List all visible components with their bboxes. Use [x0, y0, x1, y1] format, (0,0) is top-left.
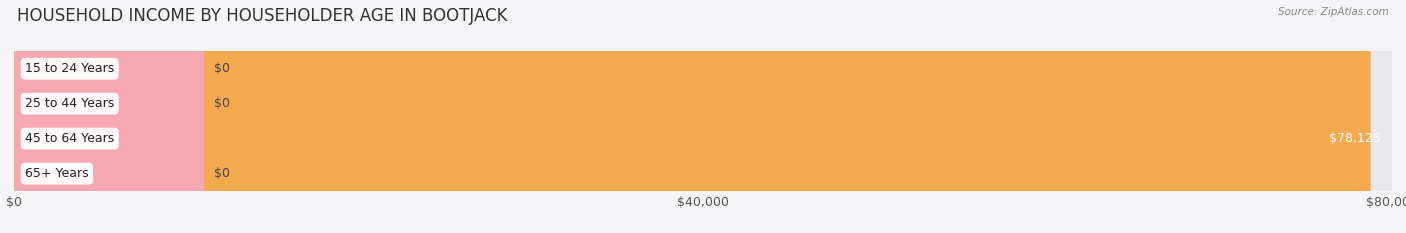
Text: $0: $0 — [214, 167, 229, 180]
FancyBboxPatch shape — [3, 0, 1403, 233]
FancyBboxPatch shape — [3, 0, 204, 233]
Text: 25 to 44 Years: 25 to 44 Years — [25, 97, 114, 110]
Bar — [14, 121, 1392, 156]
FancyBboxPatch shape — [3, 0, 204, 233]
FancyBboxPatch shape — [3, 0, 1403, 233]
FancyBboxPatch shape — [3, 0, 1371, 233]
FancyBboxPatch shape — [3, 0, 1403, 233]
Text: $78,125: $78,125 — [1329, 132, 1381, 145]
Bar — [14, 156, 1392, 191]
FancyBboxPatch shape — [3, 0, 1403, 233]
Text: 65+ Years: 65+ Years — [25, 167, 89, 180]
Text: Source: ZipAtlas.com: Source: ZipAtlas.com — [1278, 7, 1389, 17]
Text: 15 to 24 Years: 15 to 24 Years — [25, 62, 114, 75]
Text: $0: $0 — [214, 97, 229, 110]
Bar — [14, 51, 1392, 86]
FancyBboxPatch shape — [3, 0, 204, 233]
Text: 45 to 64 Years: 45 to 64 Years — [25, 132, 114, 145]
Bar — [14, 86, 1392, 121]
Text: $0: $0 — [214, 62, 229, 75]
Text: HOUSEHOLD INCOME BY HOUSEHOLDER AGE IN BOOTJACK: HOUSEHOLD INCOME BY HOUSEHOLDER AGE IN B… — [17, 7, 508, 25]
